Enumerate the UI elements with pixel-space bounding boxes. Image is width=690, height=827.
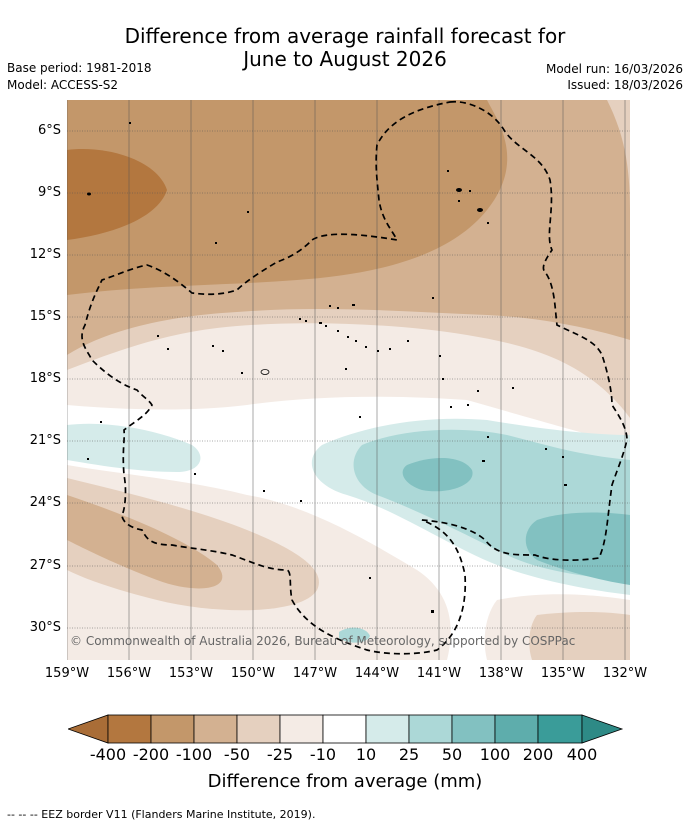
contour-brown-top [67,100,508,295]
legend-swatch-5 [279,714,324,744]
legend-label-8: 25 [398,745,420,764]
model-run-date: Model run: 16/03/2026 [545,62,683,76]
legend-swatch-4 [236,714,281,744]
legend-label-10: 100 [479,745,511,764]
lat-label-21s: 21°S [29,433,61,448]
legend-label-11: 200 [522,745,554,764]
contour-mid-brown-sw [67,495,223,589]
copyright-notice: © Commonwealth of Australia 2026, Bureau… [70,634,576,648]
lat-label-6s: 6°S [37,123,61,138]
rainfall-anomaly-map [67,100,630,660]
legend-swatch-7 [365,714,410,744]
lat-label-9s: 9°S [37,185,61,200]
lon-label-132w: 132°W [602,666,648,681]
issued-date: Issued: 18/03/2026 [567,78,683,92]
legend-swatch-6 [322,714,367,744]
legend-label-1: -400 [89,745,127,764]
legend-title: Difference from average (mm) [207,771,483,792]
legend-swatch-10 [494,714,539,744]
legend-swatch-2 [150,714,195,744]
contour-brown-se [529,611,630,660]
eez-footnote: -- -- -- EEZ border V11 (Flanders Marine… [7,808,316,821]
lon-label-153w: 153°W [168,666,214,681]
legend-label-12: 400 [566,745,598,764]
lon-label-156w: 156°W [106,666,152,681]
lat-label-12s: 12°S [29,247,61,262]
legend-label-4: -50 [223,745,251,764]
base-period: Base period: 1981-2018 [7,61,152,75]
lon-label-150w: 150°W [230,666,276,681]
meridian-gridlines [67,100,626,660]
lon-label-141w: 141°W [416,666,462,681]
legend-label-2: -200 [132,745,170,764]
lon-label-147w: 147°W [292,666,338,681]
legend-swatch-9 [451,714,496,744]
legend-label-3: -100 [175,745,213,764]
lon-label-138w: 138°W [478,666,524,681]
legend-swatch-3 [193,714,238,744]
legend-arrow-left [68,714,109,744]
lon-label-159w: 159°W [44,666,90,681]
eez-border [81,100,628,655]
legend-swatch-8 [408,714,453,744]
legend-arrow-right [581,714,624,744]
lon-label-144w: 144°W [354,666,400,681]
contour-dark-brown-core [67,149,167,240]
legend-swatch-1 [107,714,152,744]
lat-label-15s: 15°S [29,309,61,324]
model-name: Model: ACCESS-S2 [7,78,119,92]
map-title-line1: Difference from average rainfall forecas… [124,24,566,48]
legend-colorbar [68,714,624,744]
legend-swatch-11 [537,714,583,744]
contour-teal-50-100-east [525,512,630,585]
legend-label-7: 10 [355,745,377,764]
contour-teal-50-100 [402,458,473,492]
legend-label-9: 50 [441,745,463,764]
contour-teal-small-south [339,627,370,643]
map-title-line2: June to August 2026 [243,47,447,71]
lat-label-18s: 18°S [29,371,61,386]
lat-label-27s: 27°S [29,558,61,573]
island-markers [87,122,567,613]
contour-teal-west [67,423,201,472]
legend-label-5: -25 [266,745,294,764]
lon-label-135w: 135°W [540,666,586,681]
contour-pale-brown-sw [67,478,319,611]
lat-label-30s: 30°S [29,620,61,635]
lat-label-24s: 24°S [29,495,61,510]
legend-label-6: -10 [309,745,337,764]
